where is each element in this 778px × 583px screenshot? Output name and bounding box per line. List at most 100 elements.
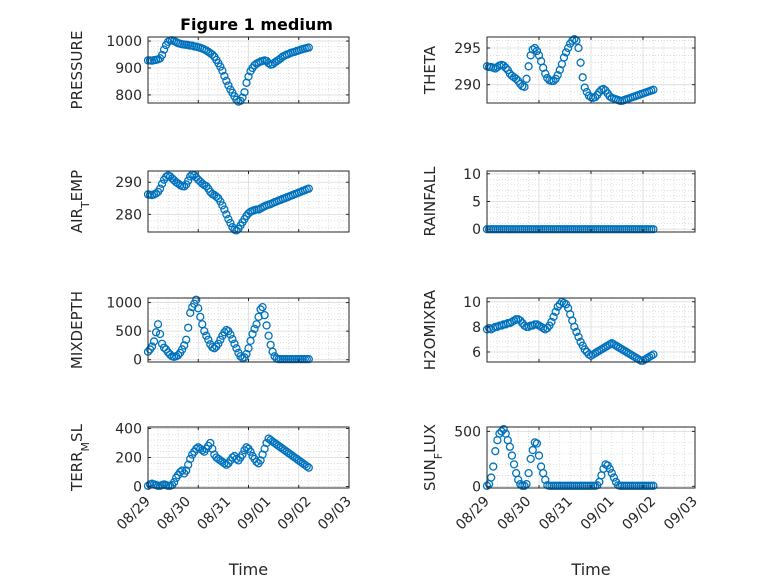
data-point: [553, 302, 562, 311]
subplot-theta: 290 295 THETA: [421, 35, 696, 105]
data-point: [258, 302, 267, 312]
y-tick-label: 1000: [106, 34, 142, 50]
data-point: [208, 50, 217, 59]
data-point: [574, 332, 583, 342]
y-tick-label: 10: [463, 295, 481, 311]
data-point: [151, 189, 161, 198]
data-point: [184, 176, 193, 185]
y-axis-label: MIXDEPTH: [68, 291, 86, 369]
subplot-mixdepth: 0 500 1000 MIXDEPTH: [68, 291, 350, 369]
y-axis-label: AIRTEMP: [68, 170, 92, 233]
data-point: [155, 184, 165, 193]
data-point: [524, 469, 533, 478]
x-tick-label: 08/30: [495, 494, 535, 534]
data-point: [549, 76, 558, 86]
x-tick-label: 09/01: [578, 494, 618, 534]
data-point: [553, 70, 562, 80]
data-point: [252, 457, 261, 467]
data-point: [524, 62, 533, 71]
data-series: [143, 36, 313, 106]
data-point: [591, 92, 600, 102]
data-point: [574, 43, 583, 53]
subplot-air-temp: 280 290 AIRTEMP: [68, 170, 350, 235]
data-point: [264, 331, 273, 340]
y-tick-label: 8: [472, 320, 481, 336]
data-point: [555, 300, 564, 309]
data-point: [220, 71, 229, 81]
data-point: [522, 74, 531, 83]
data-point: [489, 462, 498, 471]
data-point: [578, 73, 587, 82]
data-point: [157, 179, 167, 188]
data-point: [232, 454, 241, 464]
data-point: [559, 53, 569, 62]
y-tick-label: 500: [454, 424, 481, 440]
data-point: [304, 184, 313, 193]
data-point: [204, 335, 213, 344]
data-point: [226, 218, 235, 228]
data-point: [572, 327, 581, 337]
y-tick-label: 1000: [106, 296, 142, 312]
data-point: [487, 473, 496, 482]
data-point: [580, 83, 589, 92]
data-point: [232, 344, 241, 353]
x-tick-label: 08/31: [194, 494, 234, 534]
data-point: [202, 181, 211, 191]
data-point: [180, 182, 189, 191]
data-point: [184, 323, 193, 332]
data-series: [143, 295, 313, 364]
data-point: [507, 451, 517, 460]
data-point: [153, 320, 163, 329]
y-tick-label: 6: [472, 345, 481, 361]
y-tick-label: 800: [115, 88, 142, 104]
data-point: [186, 454, 195, 464]
y-axis-label: RAINFALL: [421, 166, 439, 237]
data-point: [159, 343, 169, 352]
data-point: [200, 326, 209, 336]
data-point: [151, 328, 161, 337]
data-point: [190, 299, 199, 308]
data-point: [526, 454, 535, 464]
data-point: [561, 48, 571, 57]
data-point: [218, 66, 227, 75]
y-tick-label: 290: [115, 175, 142, 191]
data-point: [178, 345, 187, 354]
data-point: [520, 481, 529, 490]
y-tick-label: 200: [115, 451, 142, 467]
data-point: [194, 304, 203, 313]
x-tick-label: 08/29: [114, 494, 154, 534]
data-point: [501, 63, 510, 72]
data-point: [180, 341, 189, 350]
x-tick-label: 08/30: [154, 494, 194, 534]
y-axis-label: THETA: [421, 45, 439, 95]
data-point: [238, 450, 247, 459]
data-point: [202, 331, 211, 340]
data-point: [214, 339, 223, 348]
data-point: [580, 345, 589, 354]
subplot-sun-flux: 0 500 SUNFLUX 08/29 08/30 08/31 09/01 09/02 09/0…: [421, 424, 701, 579]
data-point: [222, 76, 231, 86]
data-series: [143, 434, 313, 490]
data-series: [482, 35, 658, 105]
data-point: [169, 478, 179, 487]
subplot-terr-msl: 0 200 400 TERRMSL 08/29 08/30 08/31 09/01 09/02 0…: [68, 421, 355, 579]
data-point: [607, 469, 616, 478]
data-series: [143, 170, 313, 235]
data-point: [505, 442, 515, 451]
x-axis-label: Time: [570, 560, 610, 579]
data-point: [256, 305, 265, 314]
data-point: [649, 225, 658, 234]
y-tick-label: 295: [454, 41, 481, 57]
data-point: [499, 61, 508, 70]
data-point: [216, 62, 225, 71]
data-series: [482, 225, 658, 234]
data-point: [242, 349, 251, 359]
data-point: [244, 72, 253, 81]
data-point: [497, 427, 506, 436]
data-point: [147, 342, 157, 351]
data-point: [302, 462, 311, 471]
data-point: [576, 58, 585, 67]
data-point: [218, 201, 227, 210]
data-point: [196, 312, 205, 322]
